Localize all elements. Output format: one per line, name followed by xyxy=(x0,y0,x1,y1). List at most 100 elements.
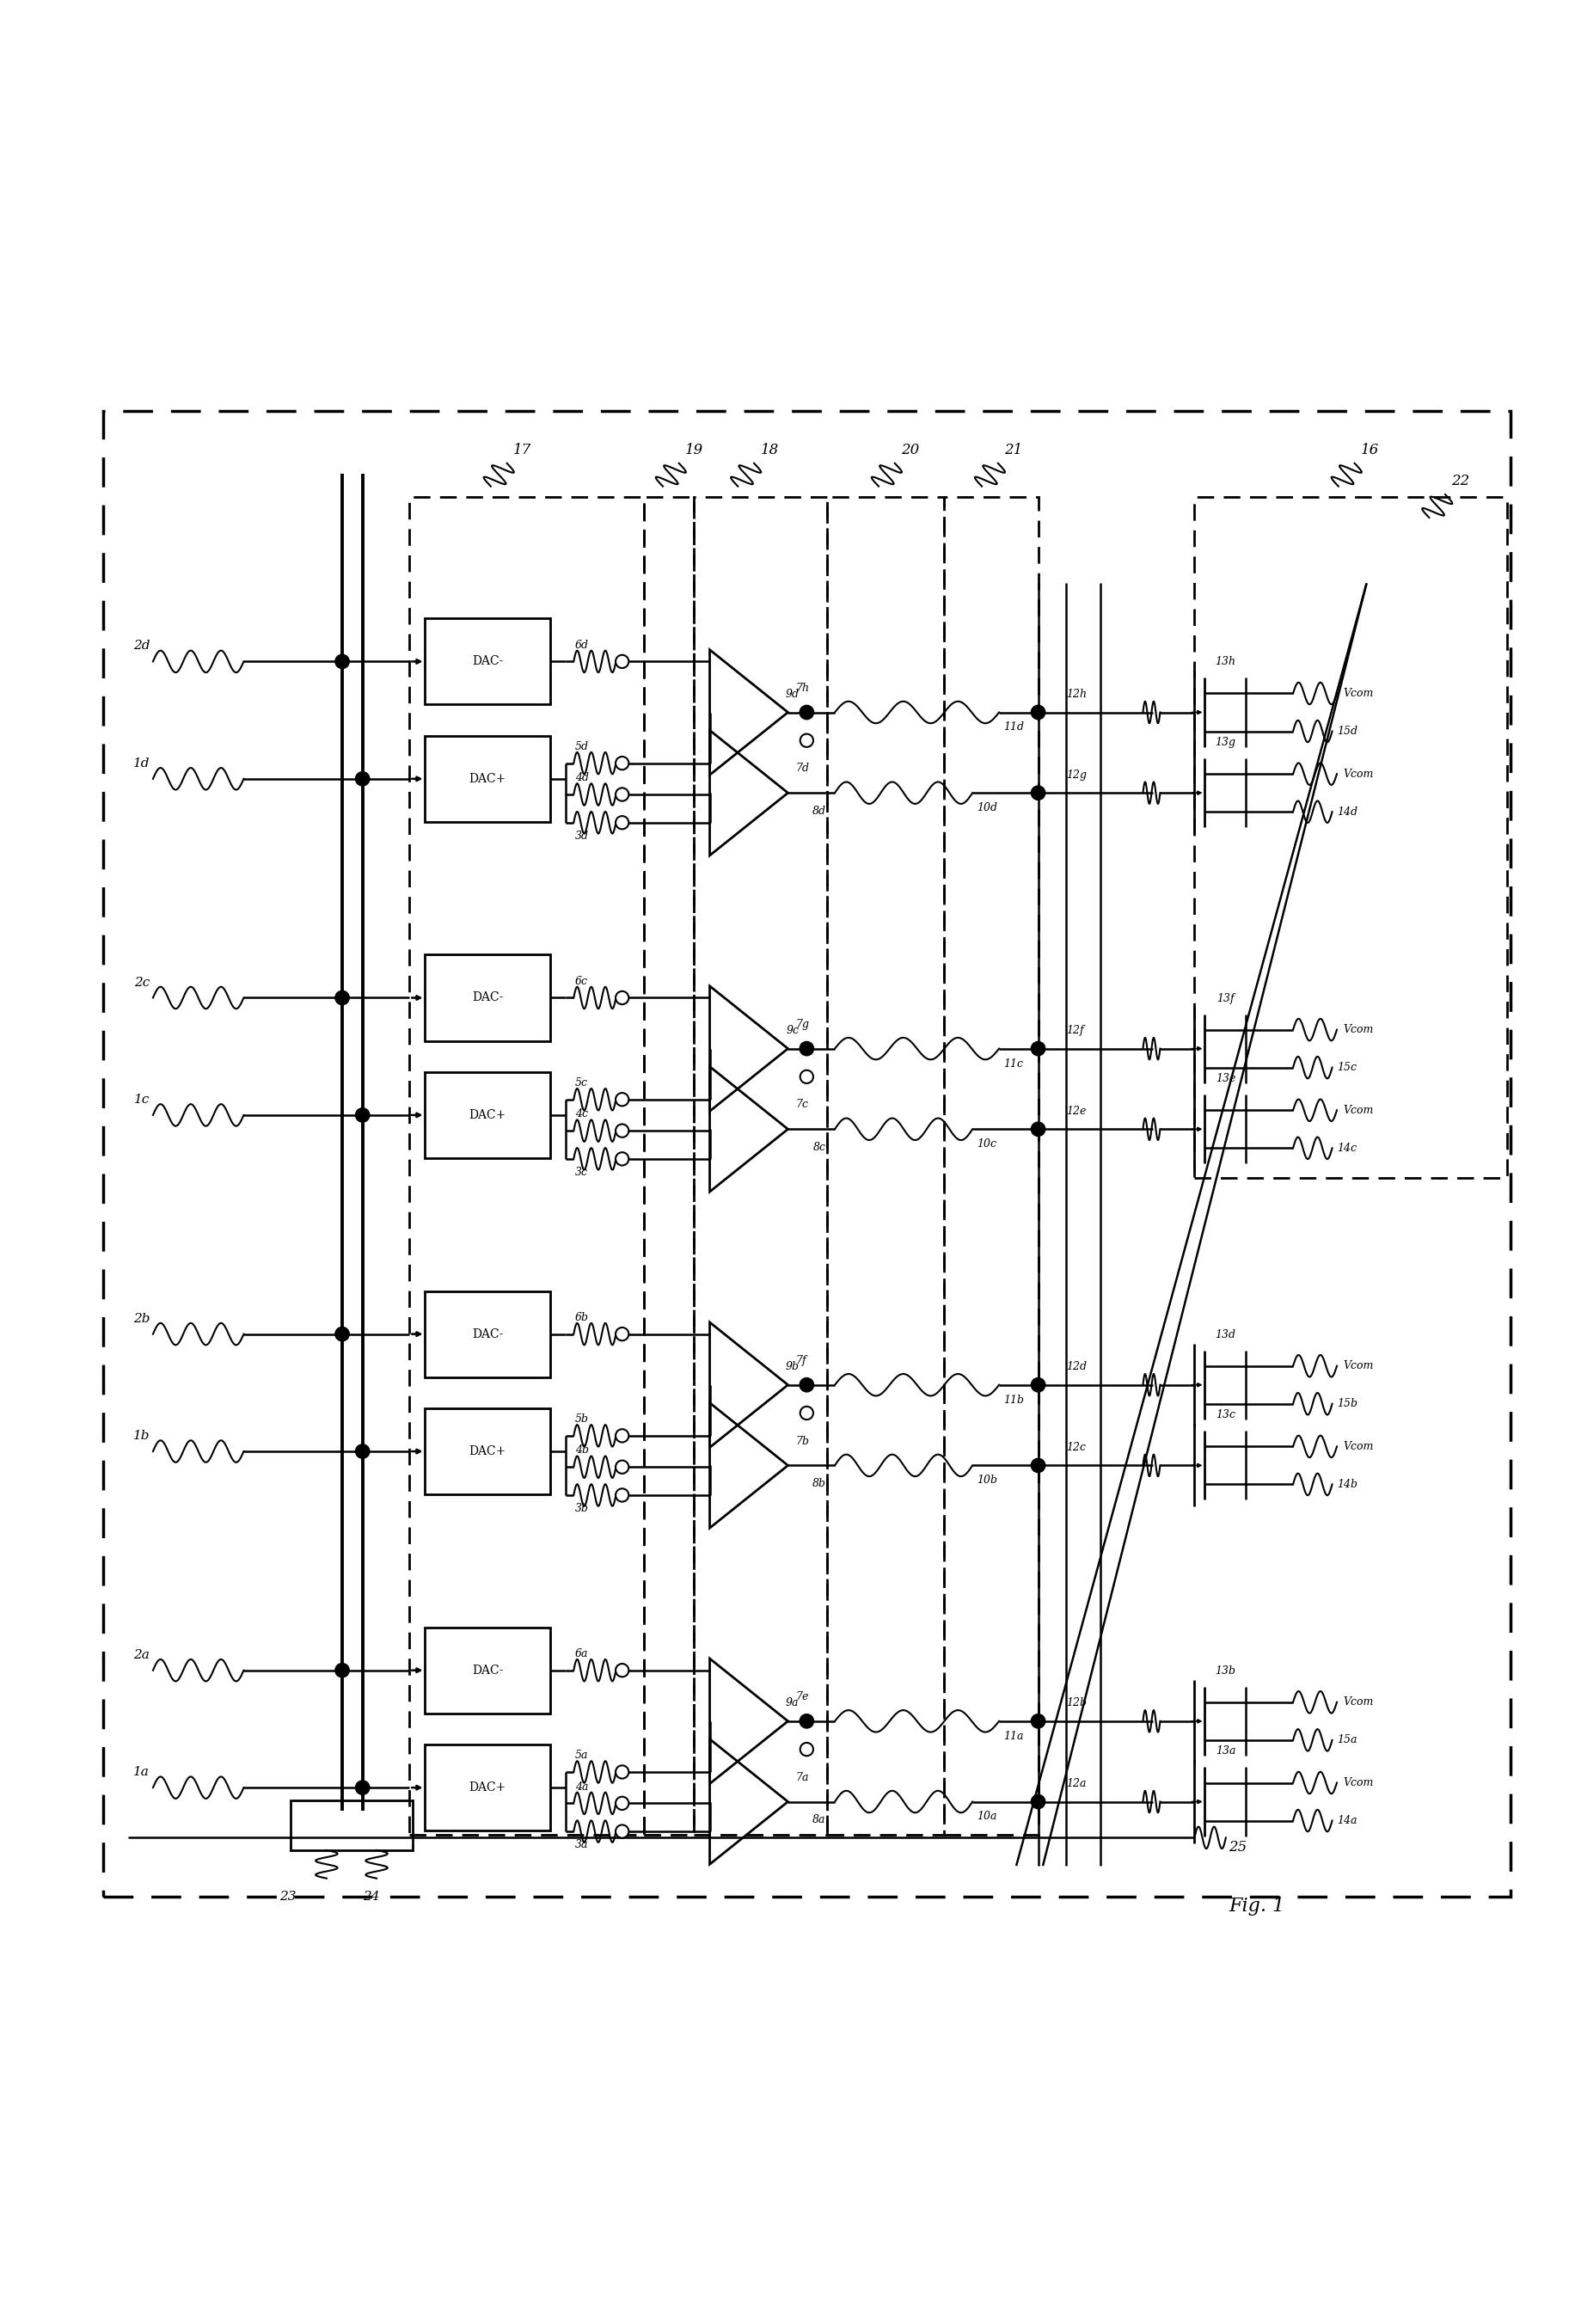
Circle shape xyxy=(356,1443,370,1459)
Circle shape xyxy=(335,1327,350,1341)
Text: 14d: 14d xyxy=(1336,806,1356,818)
Circle shape xyxy=(1030,1715,1044,1729)
Circle shape xyxy=(616,1766,628,1778)
Text: 8c: 8c xyxy=(813,1141,825,1153)
Text: 2c: 2c xyxy=(134,976,150,988)
Text: 7g: 7g xyxy=(795,1018,810,1030)
Text: Vcom: Vcom xyxy=(1342,688,1373,700)
Text: 10d: 10d xyxy=(976,802,997,813)
Text: 7c: 7c xyxy=(795,1099,808,1111)
Text: DAC+: DAC+ xyxy=(469,1446,506,1457)
Text: 16: 16 xyxy=(1361,442,1378,458)
Circle shape xyxy=(356,1109,370,1122)
Circle shape xyxy=(616,1664,628,1678)
Text: 12b: 12b xyxy=(1066,1697,1087,1708)
Text: 12h: 12h xyxy=(1066,688,1087,700)
Text: DAC-: DAC- xyxy=(473,655,502,667)
Text: 6a: 6a xyxy=(575,1648,587,1659)
Text: 2a: 2a xyxy=(134,1650,150,1662)
Circle shape xyxy=(799,1378,813,1392)
Circle shape xyxy=(616,1490,628,1501)
Text: 9d: 9d xyxy=(784,688,799,700)
Text: 5c: 5c xyxy=(575,1078,587,1088)
Circle shape xyxy=(616,1459,628,1473)
Circle shape xyxy=(616,758,628,769)
Text: 12a: 12a xyxy=(1066,1778,1085,1789)
Circle shape xyxy=(800,1743,813,1757)
Text: 11d: 11d xyxy=(1003,723,1024,732)
Text: 3b: 3b xyxy=(575,1504,589,1515)
Text: 8a: 8a xyxy=(813,1815,825,1824)
Circle shape xyxy=(1030,1459,1044,1473)
Text: 12d: 12d xyxy=(1066,1362,1087,1373)
Text: 13h: 13h xyxy=(1214,655,1235,667)
Text: 15c: 15c xyxy=(1336,1062,1356,1074)
Circle shape xyxy=(1030,1122,1044,1136)
Text: DAC+: DAC+ xyxy=(469,1109,506,1120)
Text: 12e: 12e xyxy=(1066,1106,1085,1116)
Circle shape xyxy=(1030,1378,1044,1392)
Circle shape xyxy=(335,990,350,1004)
Text: DAC+: DAC+ xyxy=(469,774,506,786)
Text: 13c: 13c xyxy=(1214,1411,1235,1420)
Text: 15d: 15d xyxy=(1336,725,1356,737)
Text: 11b: 11b xyxy=(1003,1394,1024,1406)
Circle shape xyxy=(800,1069,813,1083)
Text: Vcom: Vcom xyxy=(1342,1441,1373,1452)
Text: 20: 20 xyxy=(901,442,918,458)
Text: Vcom: Vcom xyxy=(1342,1778,1373,1789)
Circle shape xyxy=(616,655,628,667)
Circle shape xyxy=(335,655,350,669)
Text: 14a: 14a xyxy=(1336,1815,1356,1827)
Text: DAC-: DAC- xyxy=(473,1327,502,1341)
Text: 11a: 11a xyxy=(1003,1731,1024,1741)
Text: 10c: 10c xyxy=(976,1139,997,1150)
Text: 9c: 9c xyxy=(786,1025,799,1037)
Text: 12f: 12f xyxy=(1066,1025,1084,1037)
Text: 12g: 12g xyxy=(1066,769,1087,781)
Text: 4d: 4d xyxy=(575,772,589,783)
Text: 22: 22 xyxy=(1451,474,1469,488)
Text: 13g: 13g xyxy=(1214,737,1235,748)
Circle shape xyxy=(1030,1794,1044,1808)
Text: 24: 24 xyxy=(362,1892,380,1903)
Text: 12c: 12c xyxy=(1066,1441,1085,1452)
Circle shape xyxy=(799,1041,813,1055)
Circle shape xyxy=(335,1664,350,1678)
Text: 5d: 5d xyxy=(575,741,589,753)
Text: 5b: 5b xyxy=(575,1413,589,1425)
Circle shape xyxy=(616,1824,628,1838)
Circle shape xyxy=(616,1327,628,1341)
Circle shape xyxy=(616,788,628,802)
Circle shape xyxy=(1030,786,1044,799)
Circle shape xyxy=(616,1429,628,1443)
Text: Vcom: Vcom xyxy=(1342,1697,1373,1708)
Text: DAC+: DAC+ xyxy=(469,1783,506,1794)
Circle shape xyxy=(1030,704,1044,720)
Text: 8d: 8d xyxy=(811,806,825,816)
Text: 7h: 7h xyxy=(795,683,810,693)
Text: DAC-: DAC- xyxy=(473,1664,502,1676)
Text: 3a: 3a xyxy=(575,1838,587,1850)
Text: 10a: 10a xyxy=(976,1810,997,1822)
Text: 9b: 9b xyxy=(784,1362,799,1373)
Text: 2b: 2b xyxy=(132,1313,150,1325)
Text: 6b: 6b xyxy=(575,1313,589,1322)
Text: Vcom: Vcom xyxy=(1342,1360,1373,1371)
Text: 7e: 7e xyxy=(795,1692,808,1703)
Text: 23: 23 xyxy=(279,1892,296,1903)
Text: 7a: 7a xyxy=(795,1771,808,1783)
Text: 15b: 15b xyxy=(1336,1399,1356,1408)
Circle shape xyxy=(356,772,370,786)
Circle shape xyxy=(616,992,628,1004)
Text: 19: 19 xyxy=(685,442,702,458)
Text: 1c: 1c xyxy=(134,1095,150,1106)
Text: 13b: 13b xyxy=(1214,1666,1235,1676)
Text: 1d: 1d xyxy=(132,758,150,769)
Text: 1a: 1a xyxy=(134,1766,150,1778)
Text: 18: 18 xyxy=(759,442,778,458)
Text: 13a: 13a xyxy=(1214,1745,1235,1757)
Circle shape xyxy=(799,1715,813,1729)
Text: Vcom: Vcom xyxy=(1342,1025,1373,1034)
Text: 14c: 14c xyxy=(1336,1143,1356,1153)
